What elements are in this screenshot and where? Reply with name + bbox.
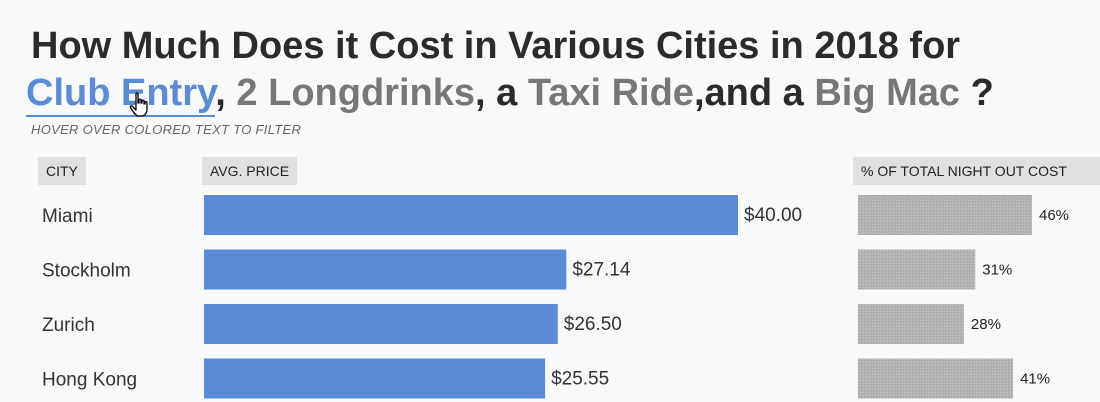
share-value-label: 46% (1039, 207, 1069, 224)
share-bar (858, 304, 964, 344)
title-joiner: , a (475, 72, 518, 114)
filter-hint: HOVER OVER COLORED TEXT TO FILTER (31, 122, 302, 137)
price-bar (204, 249, 567, 290)
share-bar (858, 358, 1014, 399)
city-label: Miami (42, 206, 93, 227)
column-header-share: % OF TOTAL NIGHT OUT COST (853, 157, 1100, 185)
share-bar (858, 195, 1032, 235)
share-value-label: 41% (1020, 371, 1050, 388)
filter-longdrinks[interactable]: 2 Longdrinks (236, 72, 475, 114)
filter-big-mac[interactable]: Big Mac (814, 72, 961, 114)
page-title: How Much Does it Cost in Various Cities … (31, 25, 961, 67)
city-label: Zurich (42, 315, 95, 336)
hand-cursor-icon (129, 92, 148, 117)
filter-taxi-ride[interactable]: Taxi Ride (527, 72, 694, 114)
share-value-label: 28% (971, 316, 1001, 333)
price-value-label: $27.14 (572, 260, 631, 281)
price-bar (204, 304, 558, 344)
price-value-label: $40.00 (744, 205, 802, 226)
title-joiner: ,and a (693, 72, 804, 114)
price-bar (204, 358, 546, 399)
city-label: Stockholm (42, 261, 131, 282)
title-joiner: , (215, 72, 226, 114)
price-value-label: $26.50 (564, 314, 622, 335)
column-header-avg-price: AVG. PRICE (202, 157, 298, 185)
price-value-label: $25.55 (551, 369, 609, 390)
price-bar (204, 195, 738, 235)
share-value-label: 31% (982, 262, 1012, 279)
filter-title-line: Club Entry, 2 Longdrinks, a Taxi Ride,an… (26, 72, 994, 117)
city-label: Hong Kong (42, 370, 137, 391)
column-header-city: CITY (38, 157, 86, 185)
share-bar (858, 249, 976, 290)
filter-club-entry[interactable]: Club Entry (26, 72, 216, 117)
title-joiner: ? (970, 72, 994, 114)
